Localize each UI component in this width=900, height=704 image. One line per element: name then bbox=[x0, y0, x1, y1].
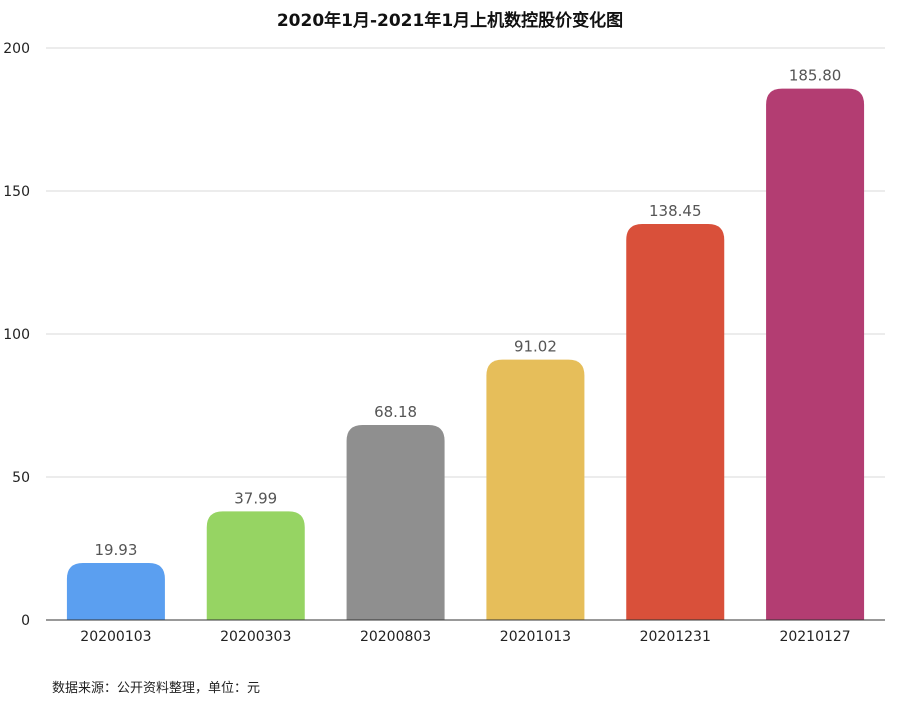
y-tick-label: 50 bbox=[12, 470, 30, 486]
bar bbox=[766, 88, 865, 620]
bar bbox=[486, 359, 585, 620]
bar bbox=[66, 563, 165, 620]
data-label: 19.93 bbox=[94, 541, 137, 559]
bar bbox=[626, 224, 725, 620]
source-note: 数据来源：公开资料整理，单位：元 bbox=[52, 681, 261, 696]
labels: 0 50 100 150 200 19.93 20200103 37.99 20200303 68… bbox=[3, 41, 885, 645]
bar bbox=[206, 511, 305, 620]
data-label: 37.99 bbox=[234, 489, 277, 507]
data-label: 91.02 bbox=[514, 338, 557, 356]
data-label: 68.18 bbox=[374, 403, 417, 421]
y-tick-label: 150 bbox=[3, 184, 30, 200]
data-label: 185.80 bbox=[789, 67, 842, 85]
bar bbox=[346, 425, 445, 620]
chart-title: 2020年1月-2021年1月上机数控股价变化图 bbox=[276, 11, 624, 31]
bars bbox=[66, 88, 865, 620]
y-tick-label: 0 bbox=[21, 613, 30, 629]
x-tick-label: 20201013 bbox=[500, 629, 571, 645]
x-tick-label: 20200803 bbox=[360, 629, 431, 645]
data-label: 138.45 bbox=[649, 202, 702, 220]
y-tick-label: 100 bbox=[3, 327, 30, 343]
gridlines bbox=[46, 47, 885, 621]
x-tick-label: 20201231 bbox=[640, 629, 711, 645]
x-tick-label: 20200103 bbox=[80, 629, 151, 645]
x-tick-label: 20200303 bbox=[220, 629, 291, 645]
x-tick-label: 20210127 bbox=[779, 629, 850, 645]
y-tick-label: 200 bbox=[3, 41, 30, 57]
